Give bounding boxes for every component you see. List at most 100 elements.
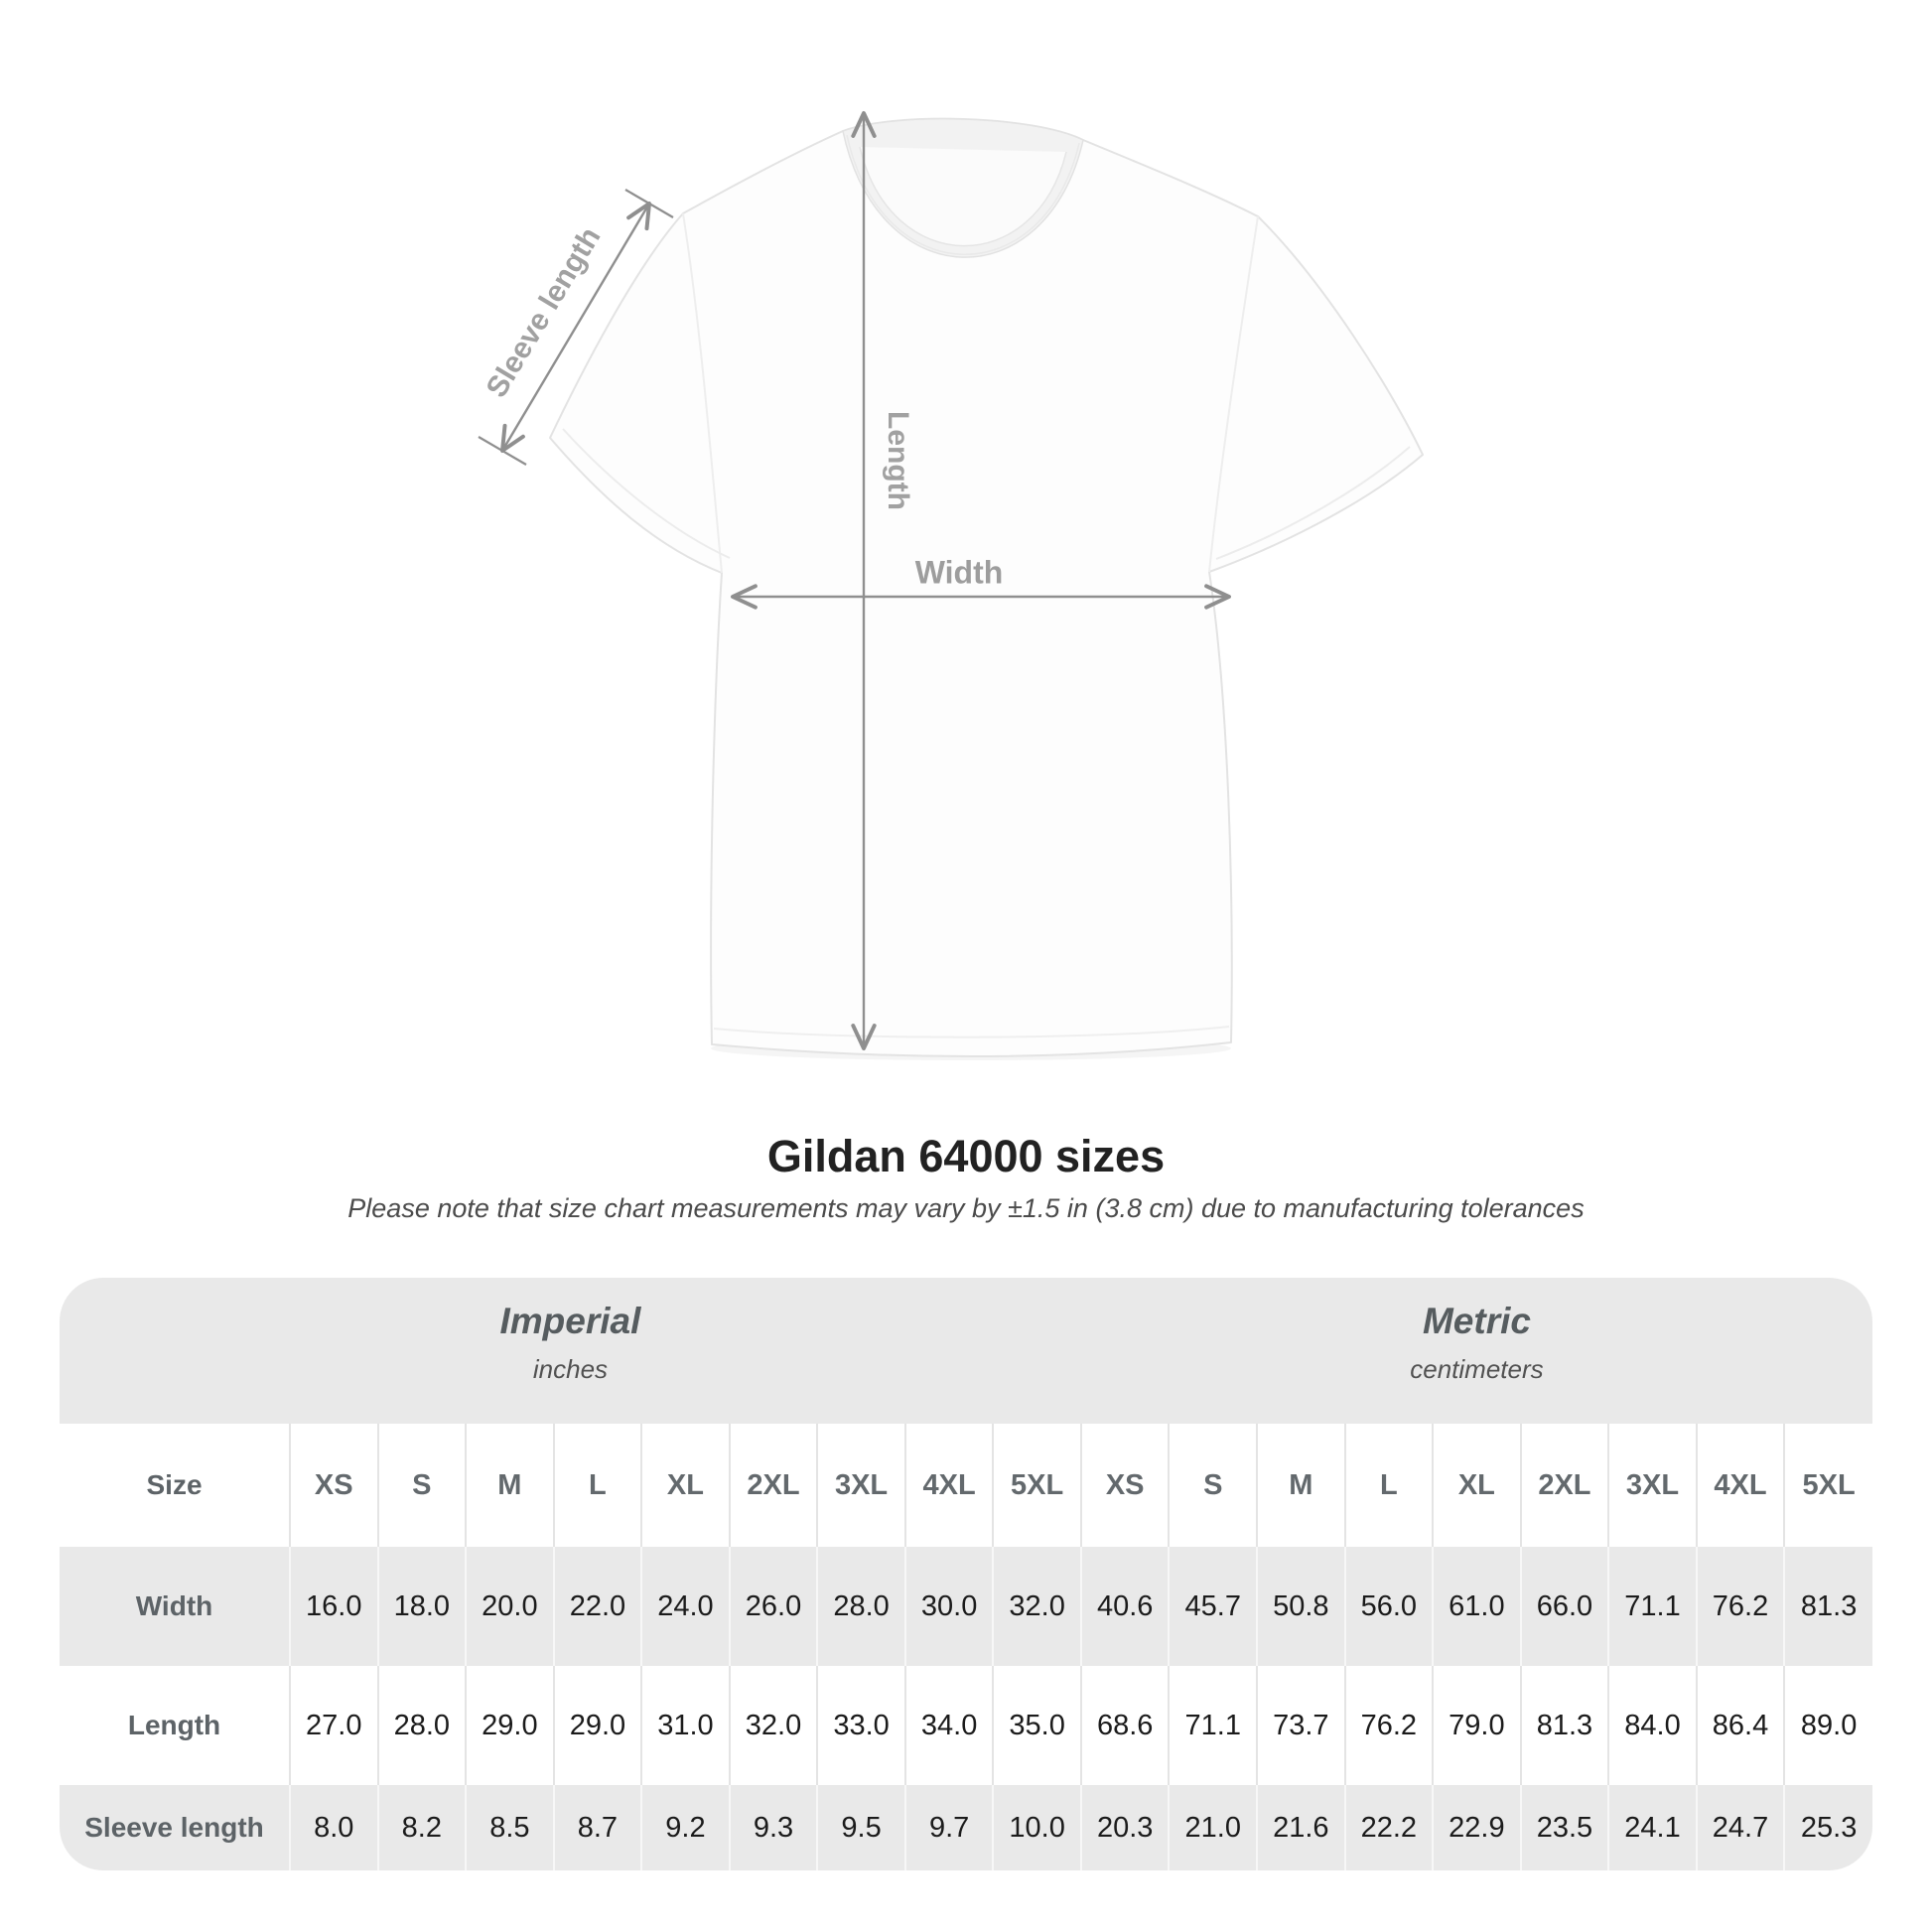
value-cell: 8.5 bbox=[465, 1785, 554, 1870]
size-header-cell: 4XL bbox=[1695, 1424, 1785, 1547]
value-cell: 25.3 bbox=[1783, 1785, 1872, 1870]
value-cell: 9.2 bbox=[640, 1785, 730, 1870]
shirt-armhole-seam-right bbox=[1208, 215, 1259, 573]
value-cell: 20.3 bbox=[1079, 1785, 1170, 1870]
size-header-cell: L bbox=[1343, 1424, 1434, 1547]
value-cell: 24.0 bbox=[640, 1547, 730, 1666]
tshirt-image bbox=[478, 111, 1424, 1057]
value-cell: 86.4 bbox=[1695, 1666, 1785, 1785]
value-cell: 35.0 bbox=[992, 1666, 1081, 1785]
shirt-bottom-hem-seam bbox=[713, 1026, 1230, 1038]
length-row: Length 27.0 28.0 29.0 29.0 31.0 32.0 33.… bbox=[60, 1666, 1872, 1785]
size-header-cell: 5XL bbox=[992, 1424, 1081, 1547]
size-header-cell: L bbox=[552, 1424, 642, 1547]
size-header-cell: 4XL bbox=[903, 1424, 994, 1547]
size-header-cell: XL bbox=[640, 1424, 730, 1547]
size-header-cell: S bbox=[376, 1424, 467, 1547]
size-header-cell: M bbox=[465, 1424, 554, 1547]
size-header-cell: M bbox=[1256, 1424, 1345, 1547]
value-cell: 9.7 bbox=[903, 1785, 994, 1870]
value-cell: 27.0 bbox=[289, 1666, 378, 1785]
row-label-cell: Width bbox=[60, 1547, 290, 1666]
value-cell: 71.1 bbox=[1168, 1666, 1258, 1785]
shirt-figure: Sleeve length Length Width bbox=[478, 111, 1424, 1057]
value-cell: 79.0 bbox=[1432, 1666, 1521, 1785]
value-cell: 33.0 bbox=[816, 1666, 905, 1785]
sleeve-length-arrow bbox=[500, 202, 651, 453]
shirt-sleeve-hem-seam-right bbox=[1215, 446, 1411, 560]
value-cell: 8.2 bbox=[376, 1785, 467, 1870]
length-label: Length bbox=[882, 411, 914, 510]
size-header-cell: XS bbox=[1079, 1424, 1170, 1547]
value-cell: 22.0 bbox=[552, 1547, 642, 1666]
value-cell: 45.7 bbox=[1168, 1547, 1258, 1666]
value-cell: 22.2 bbox=[1343, 1785, 1434, 1870]
value-cell: 23.5 bbox=[1519, 1785, 1609, 1870]
size-header-cell: 3XL bbox=[816, 1424, 905, 1547]
size-table-card: Imperial inches Metric centimeters Size … bbox=[60, 1278, 1872, 1870]
value-cell: 29.0 bbox=[552, 1666, 642, 1785]
size-header-cell: 2XL bbox=[728, 1424, 818, 1547]
value-cell: 9.3 bbox=[728, 1785, 818, 1870]
sleeve-length-row: Sleeve length 8.0 8.2 8.5 8.7 9.2 9.3 9.… bbox=[60, 1785, 1872, 1870]
metric-label: Metric bbox=[1422, 1301, 1531, 1341]
value-cell: 56.0 bbox=[1343, 1547, 1434, 1666]
value-cell: 81.3 bbox=[1783, 1547, 1872, 1666]
value-cell: 30.0 bbox=[903, 1547, 994, 1666]
value-cell: 61.0 bbox=[1432, 1547, 1521, 1666]
value-cell: 32.0 bbox=[992, 1547, 1081, 1666]
shirt-collar-inner bbox=[859, 146, 1067, 247]
value-cell: 10.0 bbox=[992, 1785, 1081, 1870]
value-cell: 26.0 bbox=[728, 1547, 818, 1666]
value-cell: 29.0 bbox=[465, 1666, 554, 1785]
sleeve-arrow-tick-top bbox=[624, 189, 674, 218]
value-cell: 32.0 bbox=[728, 1666, 818, 1785]
value-cell: 76.2 bbox=[1695, 1547, 1785, 1666]
value-cell: 22.9 bbox=[1432, 1785, 1521, 1870]
shirt-armhole-seam-left bbox=[682, 212, 723, 574]
value-cell: 21.0 bbox=[1168, 1785, 1258, 1870]
value-cell: 8.7 bbox=[552, 1785, 642, 1870]
size-header-cell: S bbox=[1168, 1424, 1258, 1547]
size-header-row: Size XS S M L XL 2XL 3XL 4XL 5XL XS S M … bbox=[60, 1424, 1872, 1547]
size-header-cell: 3XL bbox=[1607, 1424, 1697, 1547]
value-cell: 50.8 bbox=[1256, 1547, 1345, 1666]
value-cell: 68.6 bbox=[1079, 1666, 1170, 1785]
value-cell: 89.0 bbox=[1783, 1666, 1872, 1785]
page-title: Gildan 64000 sizes bbox=[766, 1131, 1166, 1181]
row-label-cell: Sleeve length bbox=[60, 1785, 290, 1870]
value-cell: 84.0 bbox=[1607, 1666, 1697, 1785]
metric-header-cell: Metric centimeters bbox=[1080, 1278, 1872, 1424]
size-column-header: Size bbox=[60, 1424, 290, 1547]
value-cell: 20.0 bbox=[465, 1547, 554, 1666]
size-header-cell: 2XL bbox=[1519, 1424, 1609, 1547]
value-cell: 21.6 bbox=[1256, 1785, 1345, 1870]
value-cell: 76.2 bbox=[1343, 1666, 1434, 1785]
size-header-cell: XL bbox=[1432, 1424, 1521, 1547]
size-header-cell: XS bbox=[289, 1424, 378, 1547]
value-cell: 28.0 bbox=[816, 1547, 905, 1666]
width-label: Width bbox=[914, 554, 1004, 591]
metric-sublabel: centimeters bbox=[1410, 1354, 1544, 1384]
imperial-header-cell: Imperial inches bbox=[60, 1278, 1081, 1424]
imperial-label: Imperial bbox=[499, 1301, 641, 1341]
value-cell: 9.5 bbox=[816, 1785, 905, 1870]
value-cell: 71.1 bbox=[1607, 1547, 1697, 1666]
sleeve-arrow-tick-bottom bbox=[478, 436, 527, 466]
row-label-cell: Length bbox=[60, 1666, 290, 1785]
value-cell: 34.0 bbox=[903, 1666, 994, 1785]
imperial-sublabel: inches bbox=[532, 1354, 609, 1384]
value-cell: 73.7 bbox=[1256, 1666, 1345, 1785]
value-cell: 18.0 bbox=[376, 1547, 467, 1666]
value-cell: 66.0 bbox=[1519, 1547, 1609, 1666]
value-cell: 24.7 bbox=[1695, 1785, 1785, 1870]
value-cell: 81.3 bbox=[1519, 1666, 1609, 1785]
unit-header-row: Imperial inches Metric centimeters bbox=[60, 1278, 1872, 1424]
value-cell: 28.0 bbox=[376, 1666, 467, 1785]
tolerance-note: Please note that size chart measurements… bbox=[347, 1193, 1585, 1223]
width-row: Width 16.0 18.0 20.0 22.0 24.0 26.0 28.0… bbox=[60, 1547, 1872, 1666]
value-cell: 40.6 bbox=[1079, 1547, 1170, 1666]
value-cell: 31.0 bbox=[640, 1666, 730, 1785]
value-cell: 24.1 bbox=[1607, 1785, 1697, 1870]
